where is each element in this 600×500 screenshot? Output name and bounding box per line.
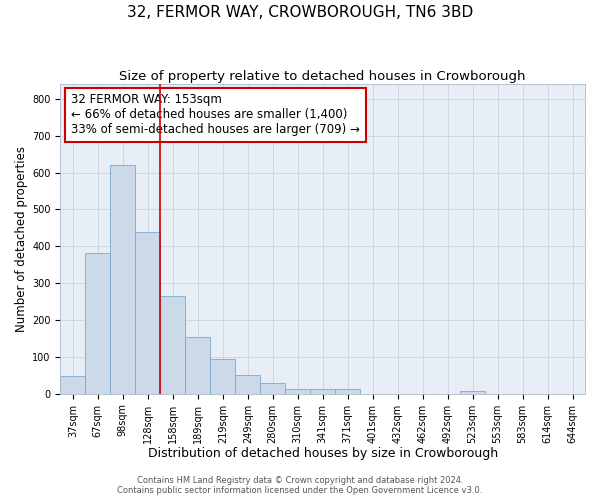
Bar [185, 336, 210, 394]
Bar [460, 391, 485, 394]
Y-axis label: Number of detached properties: Number of detached properties [15, 146, 28, 332]
Bar [235, 376, 260, 394]
Bar [160, 296, 185, 394]
Bar [260, 382, 285, 394]
Bar [310, 389, 335, 394]
Text: 32 FERMOR WAY: 153sqm
← 66% of detached houses are smaller (1,400)
33% of semi-d: 32 FERMOR WAY: 153sqm ← 66% of detached … [71, 94, 360, 136]
X-axis label: Distribution of detached houses by size in Crowborough: Distribution of detached houses by size … [148, 447, 498, 460]
Bar [335, 389, 360, 394]
Bar [110, 164, 136, 394]
Bar [210, 358, 235, 394]
Bar [85, 252, 110, 394]
Bar [136, 232, 160, 394]
Text: Contains HM Land Registry data © Crown copyright and database right 2024.
Contai: Contains HM Land Registry data © Crown c… [118, 476, 482, 495]
Text: 32, FERMOR WAY, CROWBOROUGH, TN6 3BD: 32, FERMOR WAY, CROWBOROUGH, TN6 3BD [127, 5, 473, 20]
Bar [61, 376, 85, 394]
Title: Size of property relative to detached houses in Crowborough: Size of property relative to detached ho… [119, 70, 526, 83]
Bar [285, 389, 310, 394]
